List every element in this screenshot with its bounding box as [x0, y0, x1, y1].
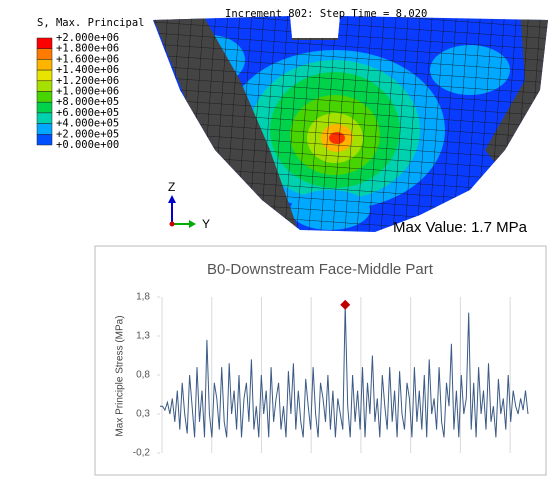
chart-frame	[94, 245, 547, 476]
chart-title: B0-Downstream Face-Middle Part	[207, 261, 434, 278]
legend-swatch	[36, 48, 53, 60]
dam-contour	[153, 16, 548, 232]
legend-label: +0.000e+00	[56, 139, 119, 151]
legend-swatch	[36, 91, 53, 103]
legend-label: +1.000e+06	[56, 86, 119, 98]
legend-title: S, Max. Principal	[37, 17, 144, 29]
header: Increment 802: Step Time = 8.020	[225, 8, 427, 20]
legend-label: +6.000e+05	[56, 107, 119, 119]
legend-swatch	[36, 59, 53, 71]
legend-label: +4.000e+05	[56, 118, 119, 130]
legend-swatch	[36, 112, 53, 124]
legend-label: +1.600e+06	[56, 53, 119, 65]
max-marker	[340, 299, 351, 310]
y-tick-label: -0,2	[133, 448, 151, 459]
y-tick-label: 0,3	[136, 409, 150, 420]
y-tick-label: 0,8	[136, 370, 150, 381]
axis-triad	[168, 195, 196, 228]
legend-label: +2.000e+06	[56, 32, 119, 44]
legend-label: +1.400e+06	[56, 64, 119, 76]
legend-swatch	[36, 37, 53, 49]
y-tick-label: 1,3	[136, 331, 150, 342]
axis-y-label: Y	[202, 217, 210, 231]
annotation: Max Value: 1.7 MPa	[393, 219, 528, 236]
y-tick-label: 1,8	[136, 292, 150, 303]
legend-swatch	[36, 134, 53, 146]
legend-swatch	[36, 101, 53, 114]
contour-legend: +2.000e+06+1.800e+06+1.600e+06+1.400e+06…	[36, 32, 119, 151]
legend-label: +2.000e+05	[56, 128, 119, 140]
legend-swatch	[36, 123, 53, 135]
line-chart: 1,8 1,3 0,8 0,3 -0,2	[133, 292, 529, 459]
legend-label: +1.800e+06	[56, 43, 119, 55]
axis-z-label: Z	[168, 180, 175, 194]
y-axis-label: Max Principle Stress (MPa)	[115, 315, 126, 436]
stress-line	[160, 304, 529, 438]
legend-swatch	[36, 80, 53, 92]
legend-label: +1.200e+06	[56, 75, 119, 87]
legend-swatch	[36, 69, 53, 82]
legend-label: +8.000e+05	[56, 96, 119, 108]
